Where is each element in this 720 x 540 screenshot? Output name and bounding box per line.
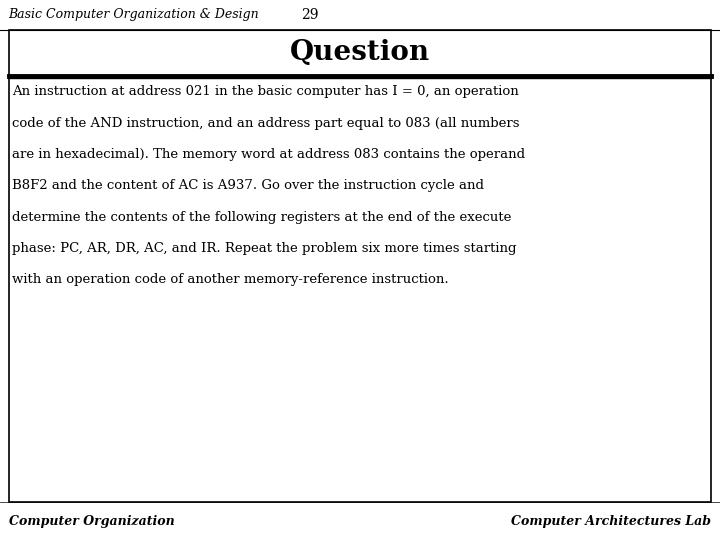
Bar <box>9 76 711 502</box>
Text: are in hexadecimal). The memory word at address 083 contains the operand: are in hexadecimal). The memory word at … <box>12 148 526 161</box>
Text: determine the contents of the following registers at the end of the execute: determine the contents of the following … <box>12 211 512 224</box>
Text: with an operation code of another memory-reference instruction.: with an operation code of another memory… <box>12 273 449 286</box>
Text: Basic Computer Organization & Design: Basic Computer Organization & Design <box>9 8 259 22</box>
Text: code of the AND instruction, and an address part equal to 083 (all numbers: code of the AND instruction, and an addr… <box>12 117 520 130</box>
Bar <box>9 30 711 76</box>
Text: 29: 29 <box>301 8 318 22</box>
Text: Question: Question <box>290 39 430 66</box>
Text: An instruction at address 021 in the basic computer has I = 0, an operation: An instruction at address 021 in the bas… <box>12 85 519 98</box>
Text: Computer Architectures Lab: Computer Architectures Lab <box>511 515 711 528</box>
Text: phase: PC, AR, DR, AC, and IR. Repeat the problem six more times starting: phase: PC, AR, DR, AC, and IR. Repeat th… <box>12 242 517 255</box>
Text: Computer Organization: Computer Organization <box>9 515 174 528</box>
Text: B8F2 and the content of AC is A937. Go over the instruction cycle and: B8F2 and the content of AC is A937. Go o… <box>12 179 485 192</box>
